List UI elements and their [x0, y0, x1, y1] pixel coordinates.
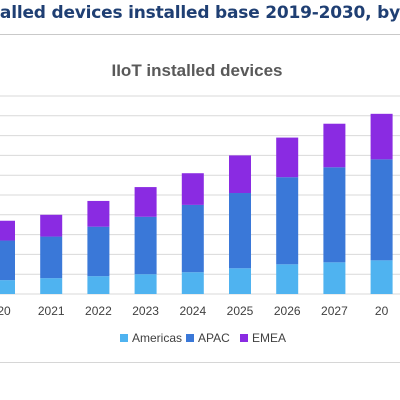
bar-americas-2027 [323, 262, 346, 294]
x-tick-label: 2025 [227, 304, 254, 318]
x-tick-label: 2022 [85, 304, 112, 318]
bar-emea-2025 [229, 155, 251, 194]
x-tick-label: 2021 [38, 304, 65, 318]
bar-apac-2028 [370, 159, 393, 261]
bar-americas-2024 [181, 272, 204, 294]
bar-emea-2023 [134, 187, 157, 217]
x-tick-label: 20 [0, 304, 11, 318]
bar-americas-2026 [276, 264, 299, 294]
x-tick-label: 2026 [274, 304, 301, 318]
legend-swatch-emea [240, 334, 248, 342]
bar-americas-2022 [87, 276, 110, 294]
x-tick-label: 2023 [132, 304, 159, 318]
bar-americas-2025 [229, 268, 251, 294]
x-axis-labels: 20 2021 2022 2023 2024 2025 2026 2027 20 [0, 304, 389, 318]
bar-americas-2023 [134, 274, 157, 294]
divider [0, 362, 400, 363]
x-tick-label: 2024 [179, 304, 206, 318]
x-tick-label: 20 [375, 304, 389, 318]
bar-emea-2022 [87, 200, 110, 227]
bars [0, 113, 393, 294]
x-tick-label: 2027 [321, 304, 348, 318]
bar-americas-2020 [0, 280, 15, 294]
legend-swatch-apac [186, 334, 194, 342]
legend: Americas APAC EMEA [120, 331, 286, 345]
bar-apac-2026 [276, 177, 299, 265]
bar-apac-2021 [40, 236, 63, 279]
bar-apac-2020 [0, 240, 15, 281]
legend-label-americas: Americas [132, 331, 182, 345]
bar-apac-2024 [181, 204, 204, 273]
bar-apac-2022 [87, 226, 110, 277]
bar-americas-2028 [370, 260, 393, 294]
legend-label-apac: APAC [198, 331, 230, 345]
bar-emea-2020 [0, 220, 15, 241]
legend-label-emea: EMEA [252, 331, 286, 345]
bar-apac-2025 [229, 193, 251, 269]
bar-emea-2027 [323, 123, 346, 168]
bar-emea-2026 [276, 137, 299, 178]
header-title: talled devices installed base 2019-2030,… [0, 3, 400, 23]
bar-emea-2021 [40, 214, 63, 237]
chart-title: IIoT installed devices [111, 61, 282, 80]
legend-swatch-americas [120, 334, 128, 342]
bar-apac-2027 [323, 167, 346, 263]
bar-emea-2028 [370, 113, 393, 160]
bar-emea-2024 [181, 173, 204, 205]
bar-americas-2021 [40, 278, 63, 294]
header-banner: talled devices installed base 2019-2030,… [0, 0, 400, 35]
bar-apac-2023 [134, 216, 157, 275]
